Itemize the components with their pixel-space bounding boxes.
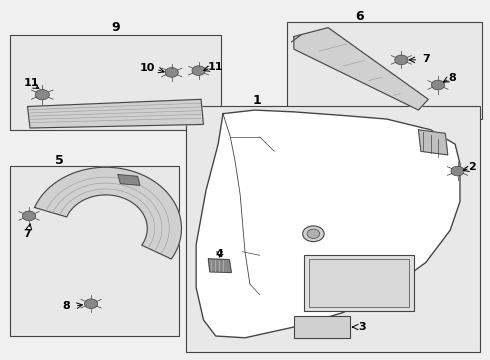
- Text: 6: 6: [356, 10, 364, 23]
- Text: 8: 8: [448, 73, 456, 83]
- Circle shape: [451, 166, 464, 176]
- Polygon shape: [418, 130, 448, 155]
- Text: 5: 5: [55, 154, 64, 167]
- Text: 7: 7: [422, 54, 430, 64]
- Text: 11: 11: [23, 78, 39, 88]
- Polygon shape: [27, 99, 203, 128]
- Bar: [287, 22, 482, 119]
- Text: 11: 11: [208, 62, 223, 72]
- Bar: [186, 107, 480, 352]
- Text: 8: 8: [63, 301, 71, 311]
- Circle shape: [303, 226, 324, 242]
- Bar: [10, 166, 179, 336]
- Circle shape: [395, 55, 408, 65]
- Polygon shape: [294, 28, 428, 110]
- Bar: [294, 316, 350, 338]
- Polygon shape: [208, 259, 231, 273]
- Text: 1: 1: [253, 94, 262, 107]
- Text: 4: 4: [216, 249, 223, 259]
- Text: 7: 7: [24, 229, 31, 239]
- Polygon shape: [196, 110, 460, 338]
- Text: 2: 2: [468, 162, 476, 172]
- Text: 9: 9: [111, 21, 120, 34]
- Circle shape: [84, 299, 98, 309]
- Text: 3: 3: [359, 322, 366, 332]
- Text: 10: 10: [140, 63, 155, 73]
- Circle shape: [35, 90, 49, 100]
- Circle shape: [165, 68, 178, 77]
- Bar: [304, 255, 414, 311]
- Bar: [309, 259, 409, 307]
- Circle shape: [23, 211, 36, 221]
- Circle shape: [307, 229, 320, 238]
- Circle shape: [192, 66, 205, 76]
- Polygon shape: [35, 167, 181, 259]
- Polygon shape: [118, 175, 140, 185]
- Bar: [10, 35, 220, 130]
- Circle shape: [431, 80, 444, 90]
